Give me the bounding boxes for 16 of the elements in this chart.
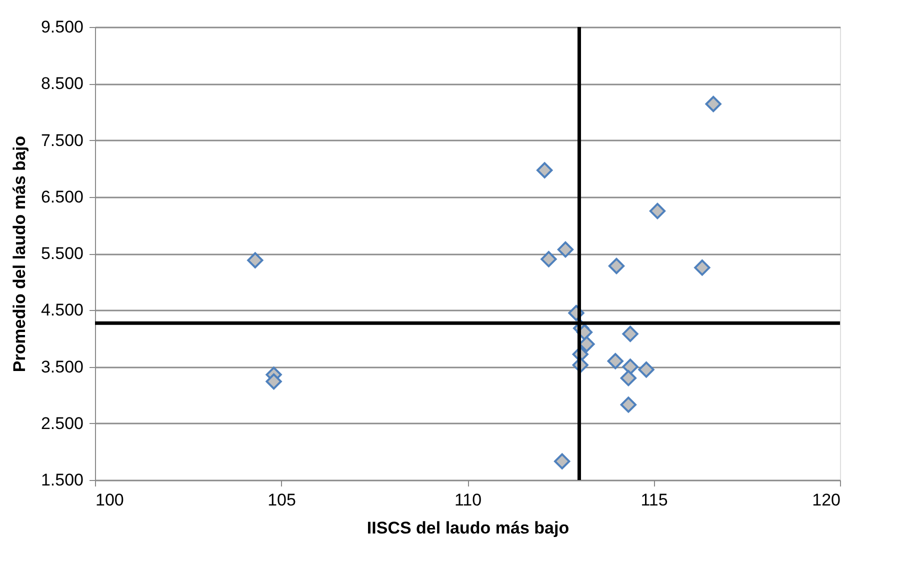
x-tick-label: 110 xyxy=(454,490,482,510)
y-tick-label: 3.500 xyxy=(40,357,84,376)
y-tick-label: 7.500 xyxy=(40,130,84,150)
x-tick-label: 105 xyxy=(268,490,296,510)
y-tick-label: 5.500 xyxy=(40,244,84,263)
y-tick-label: 1.500 xyxy=(40,470,84,490)
x-axis-title: IISCS del laudo más bajo xyxy=(366,518,570,538)
x-tick-label: 100 xyxy=(96,490,124,510)
y-tick-label: 2.500 xyxy=(40,414,84,433)
y-tick-label: 9.500 xyxy=(40,18,84,36)
y-tick-label: 4.500 xyxy=(40,300,84,320)
y-axis-title: Promedio del laudo más bajo xyxy=(10,136,29,372)
x-tick-label: 115 xyxy=(640,490,668,510)
y-tick-label: 6.500 xyxy=(40,187,84,206)
y-tick-label: 8.500 xyxy=(40,74,84,94)
x-tick-label: 120 xyxy=(812,490,840,510)
